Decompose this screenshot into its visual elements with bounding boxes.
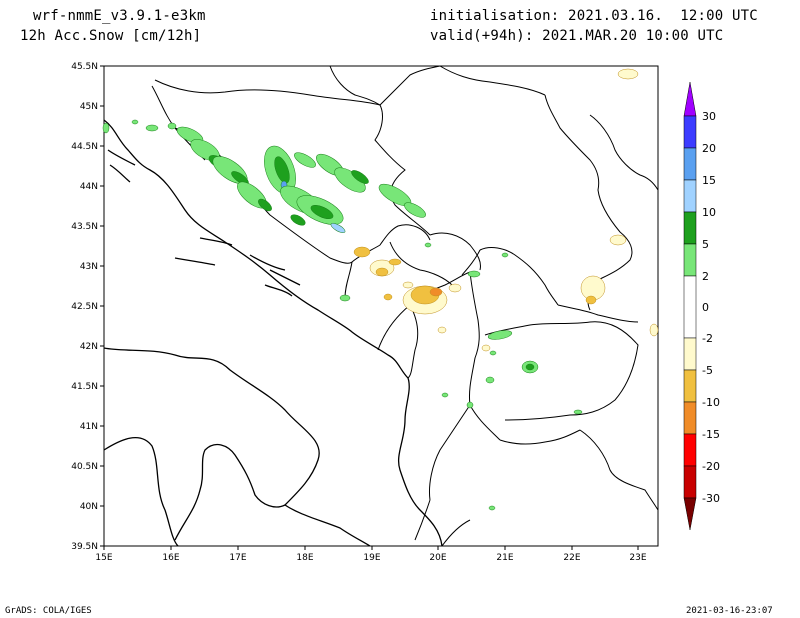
lon-label: 17E [229,553,246,563]
colorbar-label: -20 [702,460,720,473]
colorbar-label: -5 [702,364,713,377]
lat-label: 42N [80,342,98,352]
snow-negative-areas [353,68,659,352]
footer-credit: GrADS: COLA/IGES [5,606,92,616]
colorbar [683,81,697,531]
colorbar-top-arrow [683,81,697,117]
lat-label: 40.5N [71,462,98,472]
colorbar-labels: 30 20 15 10 5 2 0 -2 -5 -10 -15 -20 -30 [702,110,720,505]
colorbar-bin [683,337,697,371]
colorbar-label: 20 [702,142,716,155]
colorbar-label: 0 [702,301,709,314]
lon-label: 16E [162,553,179,563]
field-title: 12h Acc.Snow [cm/12h] [20,28,202,44]
coastlines [103,119,443,547]
colorbar-bin [683,179,697,213]
colorbar-label: -2 [702,332,713,345]
colorbar-bin [683,211,697,245]
lat-ticks [100,65,104,547]
colorbar-label: -15 [702,428,720,441]
lat-label: 40N [80,502,98,512]
lat-labels: 45.5N 45N 44.5N 44N 43.5N 43N 42.5N 42N … [71,62,98,552]
lon-labels: 15E 16E 17E 18E 19E 20E 21E 22E 23E [95,553,646,563]
lat-label: 45.5N [71,62,98,72]
colorbar-label: -30 [702,492,720,505]
lat-label: 44N [80,182,98,192]
lat-label: 39.5N [71,542,98,552]
lat-label: 41N [80,422,98,432]
lon-label: 23E [629,553,646,563]
lat-label: 45N [80,102,98,112]
colorbar-bin [683,433,697,467]
colorbar-label: 15 [702,174,716,187]
lon-label: 21E [496,553,513,563]
colorbar-bin [683,465,697,499]
colorbar-label: 10 [702,206,716,219]
model-title: wrf-nmmE_v3.9.1-e3km [33,8,206,24]
colorbar-label: -10 [702,396,720,409]
init-time: initialisation: 2021.03.16. 12:00 UTC [430,8,758,24]
colorbar-bin [683,369,697,403]
lon-ticks [103,546,639,550]
lat-label: 43N [80,262,98,272]
lat-label: 44.5N [71,142,98,152]
colorbar-bin [683,275,697,339]
colorbar-label: 30 [702,110,716,123]
colorbar-bin [683,243,697,277]
lon-label: 19E [363,553,380,563]
colorbar-bottom-arrow [683,497,697,531]
lon-label: 20E [429,553,446,563]
snow-positive-areas [102,119,583,511]
lon-label: 18E [296,553,313,563]
lon-label: 22E [563,553,580,563]
lat-label: 41.5N [71,382,98,392]
colorbar-label: 5 [702,238,709,251]
valid-time: valid(+94h): 2021.MAR.20 10:00 UTC [430,28,724,44]
lat-label: 43.5N [71,222,98,232]
footer-timestamp: 2021-03-16-23:07 [686,606,773,616]
colorbar-label: 2 [702,270,709,283]
lat-label: 42.5N [71,302,98,312]
colorbar-bin [683,115,697,149]
lon-label: 15E [95,553,112,563]
colorbar-bin [683,401,697,435]
colorbar-bin [683,147,697,181]
